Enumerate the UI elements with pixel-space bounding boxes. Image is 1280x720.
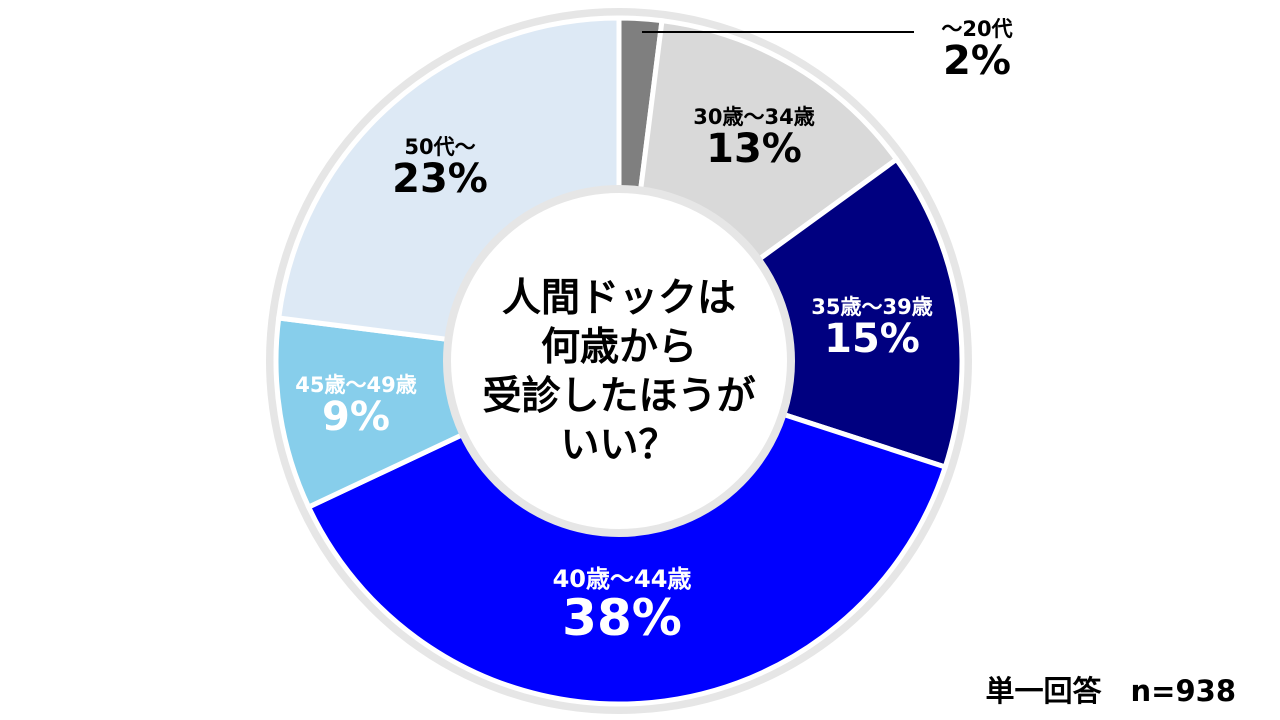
title-line: 何歳から: [540, 325, 698, 370]
leader-line: [642, 31, 914, 33]
slice-label-45-49: 45歳～49歳 9%: [295, 374, 416, 438]
slice-percent: 2%: [943, 38, 1011, 85]
slice-label-40-44: 40歳～44歳 38%: [552, 565, 692, 648]
slice-category: ～20代: [941, 17, 1013, 41]
slice-label-35-39: 35歳～39歳 15%: [811, 296, 932, 360]
slice-percent: 15%: [824, 316, 920, 363]
title-line: いい？: [560, 423, 678, 468]
slice-percent: 38%: [562, 589, 682, 648]
slice-label-under-20s: ～20代 2%: [941, 18, 1012, 82]
slice-category: 40歳～44歳: [552, 565, 692, 593]
center-hole: [443, 185, 795, 537]
slice-label-30-34: 30歳～34歳 13%: [693, 106, 814, 170]
slice-percent: 23%: [392, 156, 488, 203]
chart-title: 人間ドックは 何歳から 受診したほうが いい？: [482, 274, 755, 470]
slice-category: 35歳～39歳: [811, 295, 933, 319]
slice-label-50s: 50代～ 23%: [392, 136, 488, 200]
title-line: 人間ドックは: [501, 276, 737, 321]
slice-category: 45歳～49歳: [295, 373, 417, 397]
sample-note: 単一回答 n=938: [985, 674, 1236, 708]
slice-category: 50代～: [404, 135, 476, 159]
slice-percent: 9%: [322, 394, 390, 441]
slice-category: 30歳～34歳: [693, 105, 815, 129]
slice-percent: 13%: [706, 126, 802, 173]
title-line: 受診したほうが: [482, 374, 756, 419]
outer-ring: [266, 8, 972, 714]
